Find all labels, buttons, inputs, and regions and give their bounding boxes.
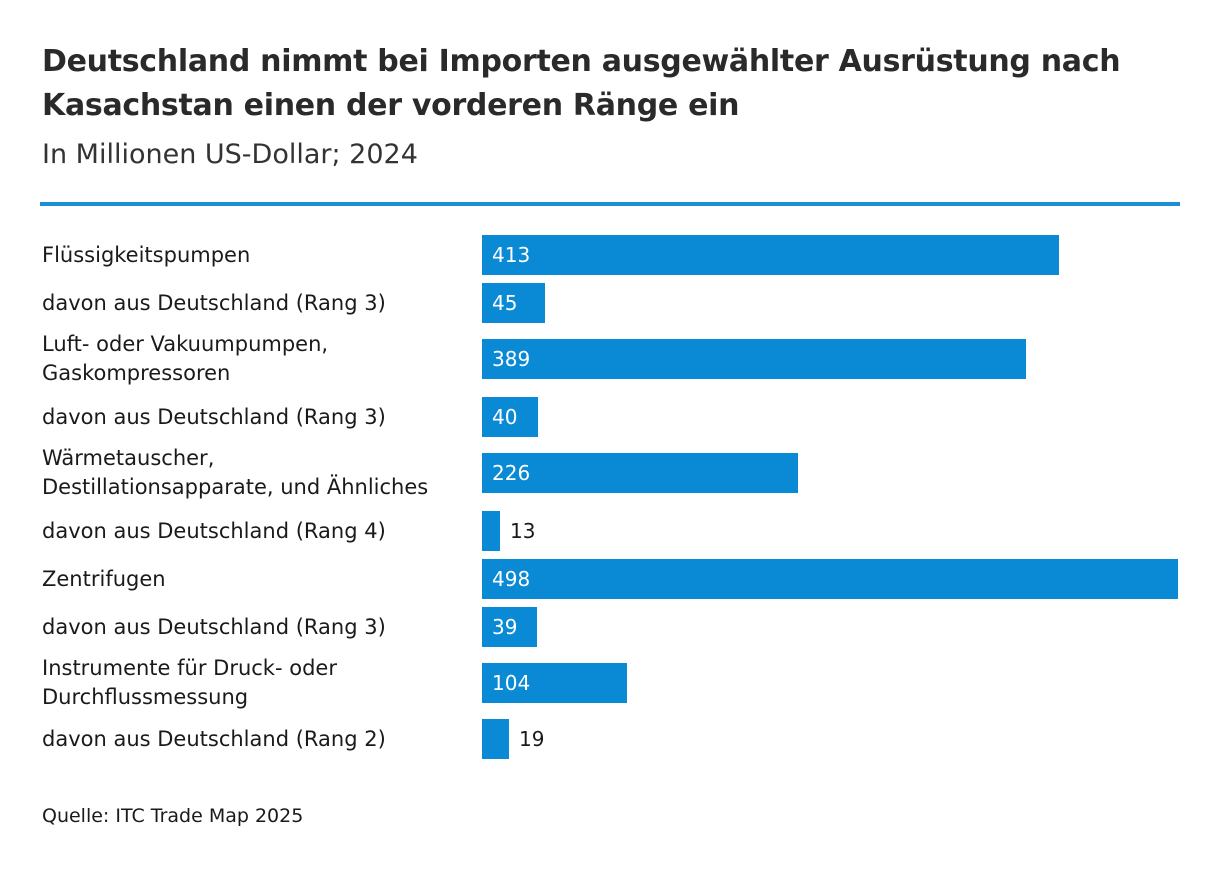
category-label: Zentrifugen [42, 566, 166, 591]
bar [482, 663, 627, 703]
title-divider [40, 202, 1180, 206]
bar [482, 339, 1026, 379]
source-note: Quelle: ITC Trade Map 2025 [42, 805, 304, 827]
category-label: Luft- oder Vakuumpumpen, Gaskompressoren [42, 332, 329, 385]
data-label: 498 [492, 567, 531, 591]
bar [482, 283, 545, 323]
category-label: davon aus Deutschland (Rang 2) [42, 726, 386, 751]
data-label: 45 [492, 291, 518, 315]
data-label: 389 [492, 347, 531, 371]
chart-subtitle: In Millionen US-Dollar; 2024 [42, 139, 418, 170]
bar [482, 397, 538, 437]
data-label: 13 [510, 519, 536, 543]
category-label: davon aus Deutschland (Rang 3) [42, 290, 386, 315]
chart-title: Deutschland nimmt bei Importen ausgewähl… [42, 44, 1121, 123]
data-label: 226 [492, 461, 531, 485]
category-label: Flüssigkeitspumpen [42, 242, 251, 267]
category-label: davon aus Deutschland (Rang 4) [42, 518, 386, 543]
bar [482, 235, 1059, 275]
category-label: davon aus Deutschland (Rang 3) [42, 404, 386, 429]
bar [482, 511, 500, 551]
data-label: 39 [492, 615, 518, 639]
category-label: davon aus Deutschland (Rang 3) [42, 614, 386, 639]
data-label: 104 [492, 671, 531, 695]
bar [482, 559, 1178, 599]
bar [482, 719, 509, 759]
category-label: Wärmetauscher, Destillationsapparate, un… [42, 446, 429, 499]
data-label: 413 [492, 243, 531, 267]
category-label: Instrumente für Druck- oder Durchflussme… [42, 656, 337, 709]
data-label: 19 [519, 727, 545, 751]
data-label: 40 [492, 405, 518, 429]
bar [482, 607, 537, 647]
bar [482, 453, 798, 493]
